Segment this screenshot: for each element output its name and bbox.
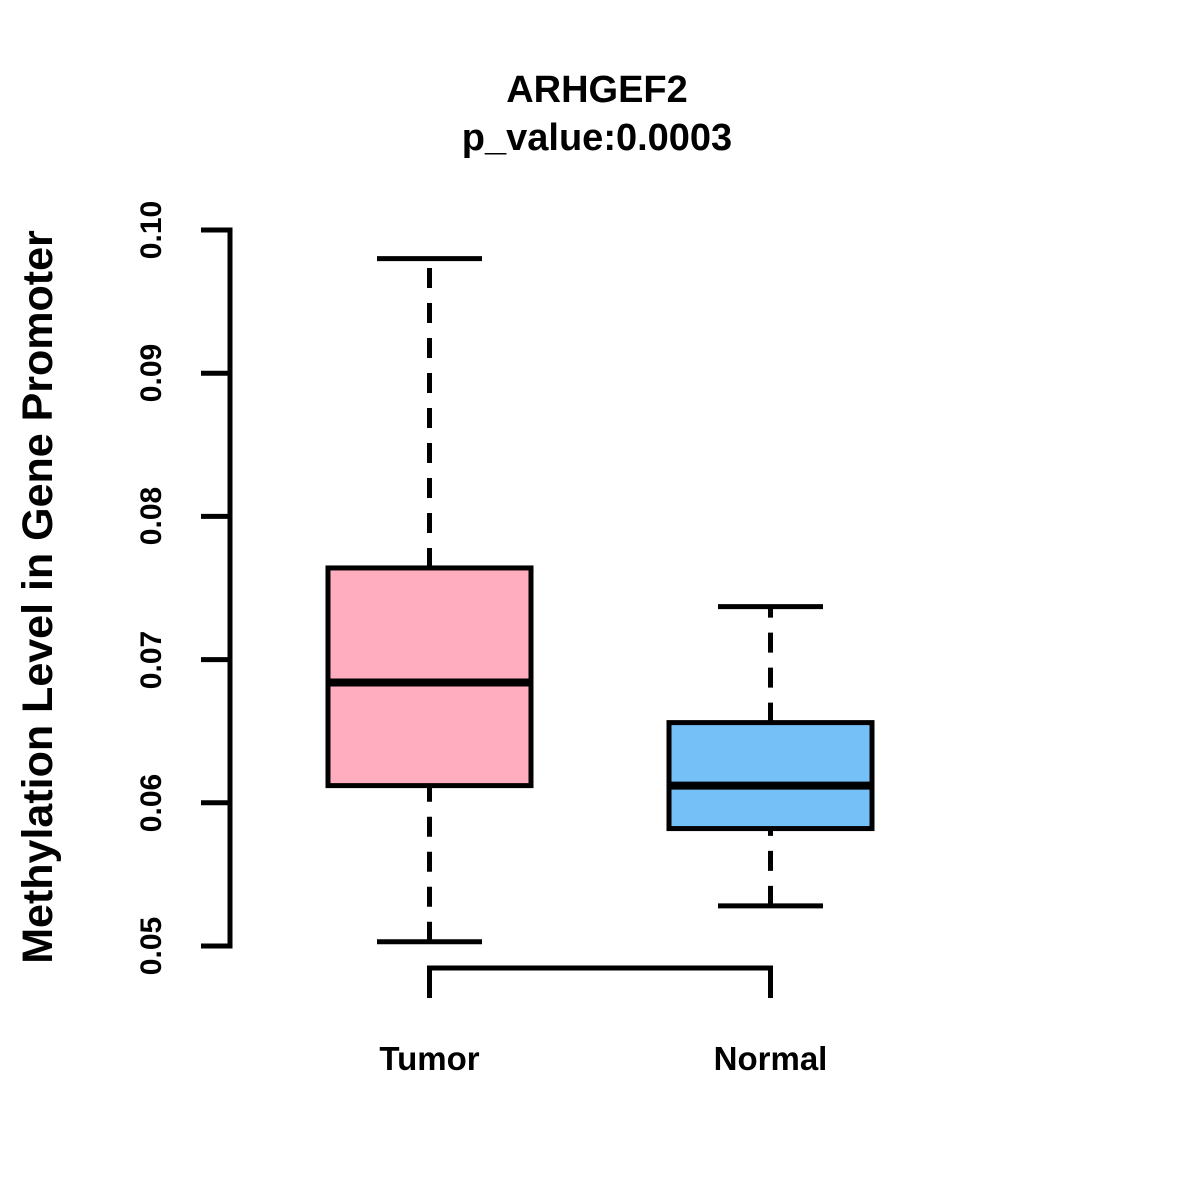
y-tick-label-0.08: 0.08: [135, 487, 168, 546]
chart-title-block: ARHGEF2 p_value:0.0003: [0, 66, 1194, 162]
y-tick-label-0.07: 0.07: [135, 630, 168, 689]
chart-subtitle-pvalue: p_value:0.0003: [461, 117, 733, 159]
normal-box: [666, 720, 875, 832]
x-group-label-normal: Normal: [713, 1040, 828, 1077]
x-group-label-tumor: Tumor: [379, 1040, 480, 1077]
y-axis-title: Methylation Level in Gene Promoter: [14, 230, 62, 964]
y-tick-label-0.10: 0.10: [135, 200, 168, 260]
tumor-box: [325, 565, 534, 789]
chart-title: ARHGEF2: [506, 69, 688, 111]
y-tick-label-0.06: 0.06: [135, 773, 168, 832]
y-tick-label-0.09: 0.09: [135, 344, 168, 403]
y-tick-label-0.05: 0.05: [135, 916, 168, 976]
